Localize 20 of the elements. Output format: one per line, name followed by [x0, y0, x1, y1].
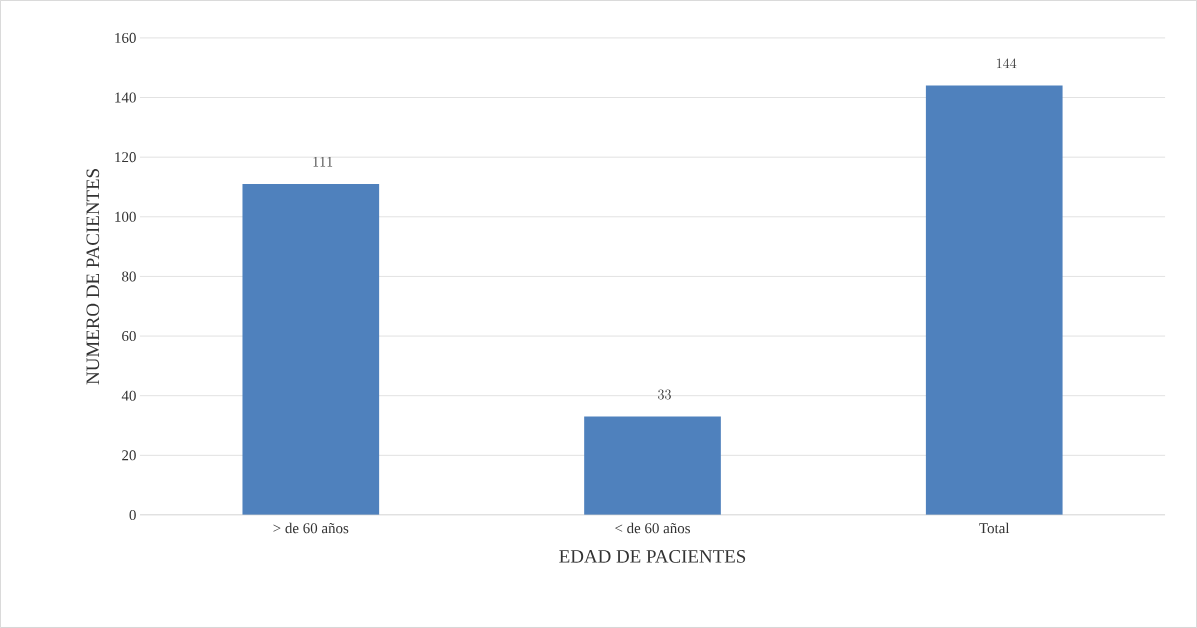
- x-tick-label: < de 60 años: [615, 522, 690, 534]
- data-label: 33: [658, 389, 671, 400]
- y-tick-label: 0: [129, 509, 136, 521]
- x-axis-title: EDAD DE PACIENTES: [559, 550, 746, 563]
- y-tick-label: 80: [122, 271, 136, 282]
- x-tick-label: Total: [979, 522, 1010, 534]
- y-axis-title: NUMERO DE PACIENTES: [86, 169, 100, 385]
- data-label: 144: [996, 58, 1017, 69]
- y-tick-label: 60: [122, 331, 136, 342]
- data-label: 111: [313, 157, 333, 167]
- y-tick-label: 20: [122, 450, 136, 461]
- y-tick-label: 100: [115, 211, 136, 222]
- bar: [925, 85, 1063, 516]
- bar: [242, 184, 380, 516]
- y-tick-label: 160: [115, 32, 136, 43]
- x-tick-label: > de 60 años: [273, 522, 349, 534]
- y-tick-label: 120: [115, 152, 136, 163]
- y-tick-label: 140: [115, 92, 136, 103]
- y-tick-label: 40: [121, 390, 136, 401]
- bar: [584, 416, 721, 516]
